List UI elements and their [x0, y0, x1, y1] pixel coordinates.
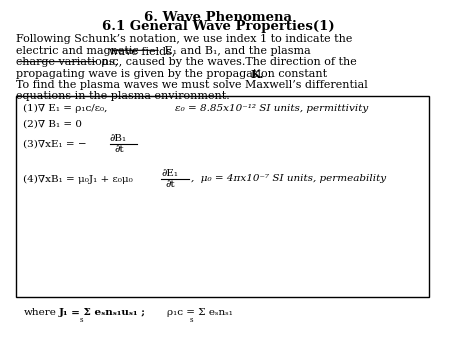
Text: (4)∇xB₁ = μ₀J₁ + ε₀μ₀: (4)∇xB₁ = μ₀J₁ + ε₀μ₀ [23, 174, 133, 184]
Text: E₁ and B₁, and the plasma: E₁ and B₁, and the plasma [161, 46, 310, 56]
Text: ∂B₁: ∂B₁ [110, 134, 127, 143]
Text: K.: K. [250, 69, 264, 80]
Text: (3)∇xE₁ = −: (3)∇xE₁ = − [23, 140, 87, 149]
Text: Following Schunk’s notation, we use index 1 to indicate the: Following Schunk’s notation, we use inde… [16, 34, 352, 44]
Text: ε₀ = 8.85x10⁻¹² SI units, permittivity: ε₀ = 8.85x10⁻¹² SI units, permittivity [175, 104, 369, 113]
Text: ∂t: ∂t [114, 145, 124, 154]
Bar [16, 96, 429, 297]
Text: J₁ = Σ eₛnₛ₁uₛ₁ ;: J₁ = Σ eₛnₛ₁uₛ₁ ; [59, 308, 146, 317]
Text: To find the plasma waves we must solve Maxwell’s differential: To find the plasma waves we must solve M… [16, 80, 368, 90]
Text: ,  μ₀ = 4πx10⁻⁷ SI units, permeability: , μ₀ = 4πx10⁻⁷ SI units, permeability [191, 174, 386, 184]
Text: where: where [23, 308, 56, 317]
Text: s: s [80, 316, 83, 324]
Text: ∂E₁: ∂E₁ [162, 169, 178, 178]
Text: ∂t: ∂t [166, 180, 176, 189]
Text: propagating wave is given by the propagation constant: propagating wave is given by the propaga… [16, 69, 330, 79]
Text: 6.1 General Wave Properties(1): 6.1 General Wave Properties(1) [102, 20, 335, 33]
Text: ρ₁ᴄ, caused by the waves.The direction of the: ρ₁ᴄ, caused by the waves.The direction o… [99, 57, 357, 67]
Text: (1)∇ E₁ = ρ₁ᴄ/ε₀,: (1)∇ E₁ = ρ₁ᴄ/ε₀, [23, 104, 108, 113]
Text: 6. Wave Phenomena: 6. Wave Phenomena [144, 11, 292, 24]
Text: electric and magnetic: electric and magnetic [16, 46, 142, 56]
Text: equations in the plasma environment.: equations in the plasma environment. [16, 91, 230, 101]
Text: (2)∇ B₁ = 0: (2)∇ B₁ = 0 [23, 120, 82, 129]
Text: wave fields,: wave fields, [109, 46, 176, 56]
Text: s: s [190, 316, 194, 324]
Text: ρ₁ᴄ = Σ eₛnₛ₁: ρ₁ᴄ = Σ eₛnₛ₁ [166, 308, 233, 317]
Text: charge variations,: charge variations, [16, 57, 118, 67]
